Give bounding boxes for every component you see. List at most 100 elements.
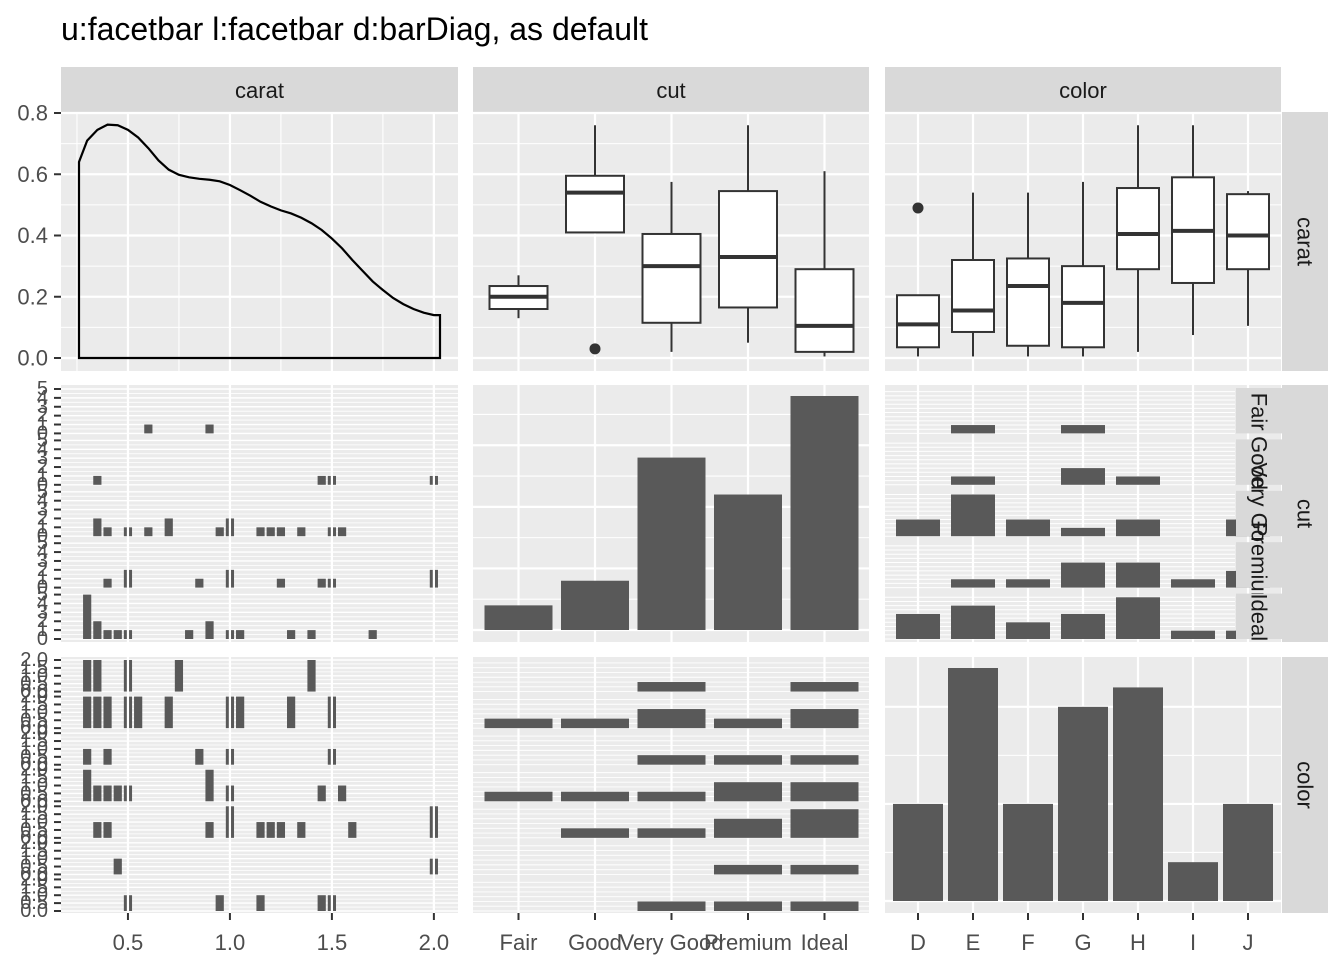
histogram-bar [287, 696, 296, 729]
histogram-bar [93, 822, 102, 838]
histogram-bar [83, 660, 92, 692]
histogram-bar [83, 696, 92, 729]
histogram-bar [317, 475, 326, 485]
histogram-bar [317, 895, 326, 911]
bar [1171, 579, 1215, 588]
y-tick-label: 0.8 [17, 101, 48, 126]
y-tick-label: 2.0 [20, 686, 48, 708]
bar [951, 476, 995, 485]
bar [561, 718, 629, 729]
bar [790, 809, 859, 838]
strip-label-top: cut [656, 78, 685, 103]
box-color-box [1061, 265, 1105, 349]
histogram-bar [205, 621, 214, 639]
box-color-box [951, 259, 995, 333]
bar [714, 718, 782, 729]
bar [1171, 630, 1215, 639]
bar [561, 828, 629, 838]
y-tick-label: 3 [37, 499, 48, 521]
bar [637, 457, 706, 630]
histogram-bar [103, 696, 112, 729]
strip-label-top: carat [235, 78, 284, 103]
y-tick-label: 0.0 [20, 790, 48, 812]
inner-strip [1236, 542, 1282, 588]
bar [1116, 476, 1160, 485]
strip-right-cut [1282, 385, 1328, 642]
histogram-bar [195, 748, 204, 765]
y-tick-label: 4 [37, 490, 48, 512]
y-tick-label: 1 [37, 414, 48, 436]
inner-strip [1236, 593, 1282, 639]
box-color-box [1116, 187, 1160, 271]
y-tick-label: 0.0 [20, 717, 48, 739]
x-tick-label: D [910, 930, 926, 955]
bar [790, 709, 859, 729]
inner-strip [1236, 388, 1282, 434]
inner-strip [1236, 490, 1282, 537]
y-tick-label: 1.0 [20, 738, 48, 760]
y-tick-label: 4 [37, 387, 48, 409]
inner-strip-label: Fair [1247, 393, 1272, 431]
y-tick-label: 0.5 [20, 856, 48, 878]
y-tick-label: 2.0 [20, 759, 48, 781]
bar [1116, 597, 1160, 639]
y-tick-label: 0.0 [17, 346, 48, 371]
y-tick-label: 2 [37, 559, 48, 581]
y-tick-label: 0.6 [17, 162, 48, 187]
histogram-bar [195, 578, 204, 588]
y-tick-label: 0.0 [20, 754, 48, 776]
y-tick-label: 0 [37, 525, 48, 547]
histogram-bar [236, 696, 245, 729]
histogram-bar [103, 630, 112, 639]
y-tick-label: 5 [37, 429, 48, 451]
histogram-bar [276, 578, 286, 588]
bar [484, 605, 553, 630]
histogram-bar [144, 527, 153, 537]
y-tick-label: 3 [37, 396, 48, 418]
histogram-bar [93, 660, 102, 692]
y-tick-label: 0.5 [20, 892, 48, 914]
y-tick-label: 2 [37, 507, 48, 529]
x-tick-label: H [1130, 930, 1146, 955]
bar [951, 605, 995, 639]
box-color-outlier [912, 202, 924, 214]
y-tick-label: 5 [37, 481, 48, 503]
y-tick-label: 1 [37, 619, 48, 641]
y-tick-label: 1 [37, 465, 48, 487]
box-cut-box [565, 174, 625, 234]
strip-top-color [885, 67, 1281, 112]
x-tick-label: Good [568, 930, 622, 955]
y-tick-label: 2.0 [20, 868, 48, 890]
strip-label-top: color [1059, 78, 1107, 103]
y-tick-label: 0.0 [20, 900, 48, 922]
y-tick-label: 1.0 [20, 775, 48, 797]
y-tick-label: 1.5 [20, 693, 48, 715]
bar [714, 818, 782, 838]
strip-top-cut [473, 67, 869, 112]
x-tick-label: Very Good [620, 930, 724, 955]
y-tick-label: 1.5 [20, 730, 48, 752]
histogram-bar [307, 630, 316, 639]
histogram-bar [266, 822, 275, 838]
histogram-bar [215, 895, 224, 911]
histogram-bar [83, 748, 92, 765]
strip-right-carat [1282, 112, 1328, 371]
y-tick-label: 1.5 [20, 767, 48, 789]
histogram-bar [93, 518, 102, 537]
y-tick-label: 4 [37, 541, 48, 563]
histogram-bar [113, 785, 122, 802]
bar [893, 803, 943, 901]
bar [790, 864, 859, 875]
x-tick-label: F [1021, 930, 1034, 955]
y-tick-label: 0 [37, 422, 48, 444]
histogram-bar [164, 518, 173, 537]
bar [951, 494, 995, 537]
x-tick-label: Fair [500, 930, 538, 955]
bar [1223, 803, 1273, 901]
histogram-bar [297, 527, 306, 537]
bar [1061, 613, 1105, 639]
histogram-bar [317, 785, 326, 802]
plot-title: u:facetbar l:facetbar d:barDiag, as defa… [61, 11, 648, 47]
y-tick-label: 0.5 [20, 709, 48, 731]
histogram-bar [134, 696, 143, 729]
